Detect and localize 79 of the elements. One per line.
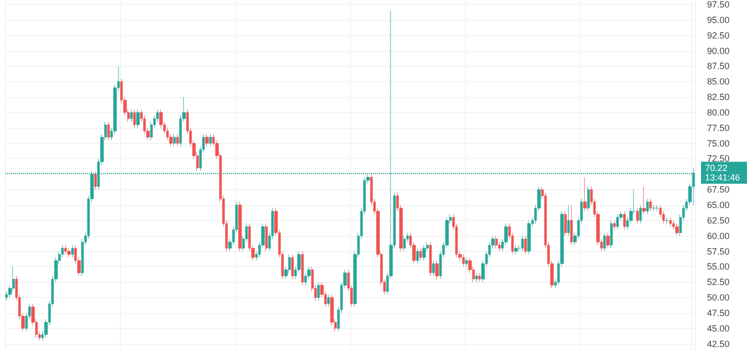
y-tick-label: 42.50 bbox=[707, 338, 730, 349]
candlestick bbox=[613, 220, 616, 230]
candlestick bbox=[603, 232, 606, 252]
y-tick-label: 77.50 bbox=[707, 122, 730, 133]
y-tick-label: 85.00 bbox=[707, 76, 730, 87]
candlestick bbox=[524, 236, 527, 255]
y-tick-label: 62.50 bbox=[707, 215, 730, 226]
y-tick-label: 65.00 bbox=[707, 200, 730, 210]
candlestick bbox=[646, 198, 649, 215]
candlestick bbox=[616, 214, 619, 230]
candlestick bbox=[649, 198, 652, 212]
candlestick bbox=[327, 294, 330, 308]
y-tick-label: 60.00 bbox=[707, 230, 730, 241]
candlestick bbox=[301, 251, 304, 286]
y-tick-label: 67.50 bbox=[707, 184, 730, 195]
y-tick-label: 50.00 bbox=[707, 292, 730, 303]
candlestick bbox=[521, 236, 524, 252]
candlestick bbox=[570, 204, 573, 246]
y-tick-label: 55.00 bbox=[707, 262, 730, 272]
candlestick bbox=[462, 254, 465, 267]
candlestick bbox=[317, 282, 320, 301]
y-tick-label: 57.50 bbox=[707, 246, 730, 256]
candlestick bbox=[133, 109, 136, 128]
candlestick bbox=[71, 244, 74, 258]
candlestick bbox=[429, 242, 432, 276]
candlestick bbox=[636, 208, 639, 224]
candlestick bbox=[656, 204, 659, 212]
y-tick-label: 45.00 bbox=[707, 323, 730, 334]
candlestick bbox=[291, 254, 294, 280]
candlestick bbox=[432, 260, 435, 276]
candlestick bbox=[639, 204, 642, 224]
candlestick bbox=[64, 244, 67, 255]
candlestick bbox=[238, 202, 242, 252]
y-tick-label: 75.00 bbox=[707, 138, 730, 148]
candlestick bbox=[136, 109, 140, 128]
candlestick bbox=[665, 217, 669, 224]
y-tick-label: 92.50 bbox=[707, 30, 730, 40]
candlestick bbox=[205, 134, 209, 147]
candlestick bbox=[583, 177, 587, 212]
y-tick-label: 82.50 bbox=[707, 92, 730, 102]
candlestick bbox=[587, 186, 590, 212]
y-tick-label: 95.00 bbox=[707, 14, 730, 25]
candlestick bbox=[130, 109, 133, 122]
ref-line-label: 70.22 bbox=[705, 162, 728, 173]
candlestick bbox=[465, 257, 468, 267]
candlestick bbox=[209, 134, 212, 147]
candlestick bbox=[416, 248, 419, 264]
candlestick bbox=[610, 220, 613, 248]
text: 13:41:46 bbox=[705, 172, 740, 182]
candlestick bbox=[623, 210, 626, 230]
candlestick bbox=[606, 232, 610, 248]
candlestick bbox=[67, 248, 71, 258]
candlestick bbox=[265, 223, 268, 252]
y-tick-label: 72.50 bbox=[707, 154, 730, 164]
candlestick bbox=[419, 248, 422, 261]
candlestick bbox=[478, 272, 481, 282]
candlestick bbox=[422, 244, 426, 261]
candlestick bbox=[176, 134, 179, 147]
candlestick bbox=[403, 236, 406, 252]
y-tick-label: 47.50 bbox=[707, 308, 730, 318]
candlestick bbox=[564, 210, 567, 236]
y-tick-label: 52.50 bbox=[707, 277, 730, 288]
candlestick bbox=[495, 236, 498, 248]
candlestick bbox=[475, 272, 478, 282]
candlestick bbox=[527, 220, 531, 255]
y-tick-label: 80.00 bbox=[707, 107, 730, 118]
y-tick-label: 97.50 bbox=[707, 0, 730, 10]
candlestick bbox=[675, 223, 679, 236]
candlestick bbox=[669, 217, 672, 227]
candlestick bbox=[567, 204, 570, 236]
candlestick bbox=[514, 244, 518, 255]
y-tick-label: 87.50 bbox=[707, 61, 730, 72]
candlestick bbox=[652, 204, 656, 212]
candlestick bbox=[94, 170, 97, 190]
candlestick bbox=[173, 134, 176, 147]
candlestick bbox=[642, 186, 646, 215]
candlestick bbox=[107, 121, 110, 140]
candlestick bbox=[435, 260, 439, 280]
y-tick-label: 90.00 bbox=[707, 46, 730, 56]
